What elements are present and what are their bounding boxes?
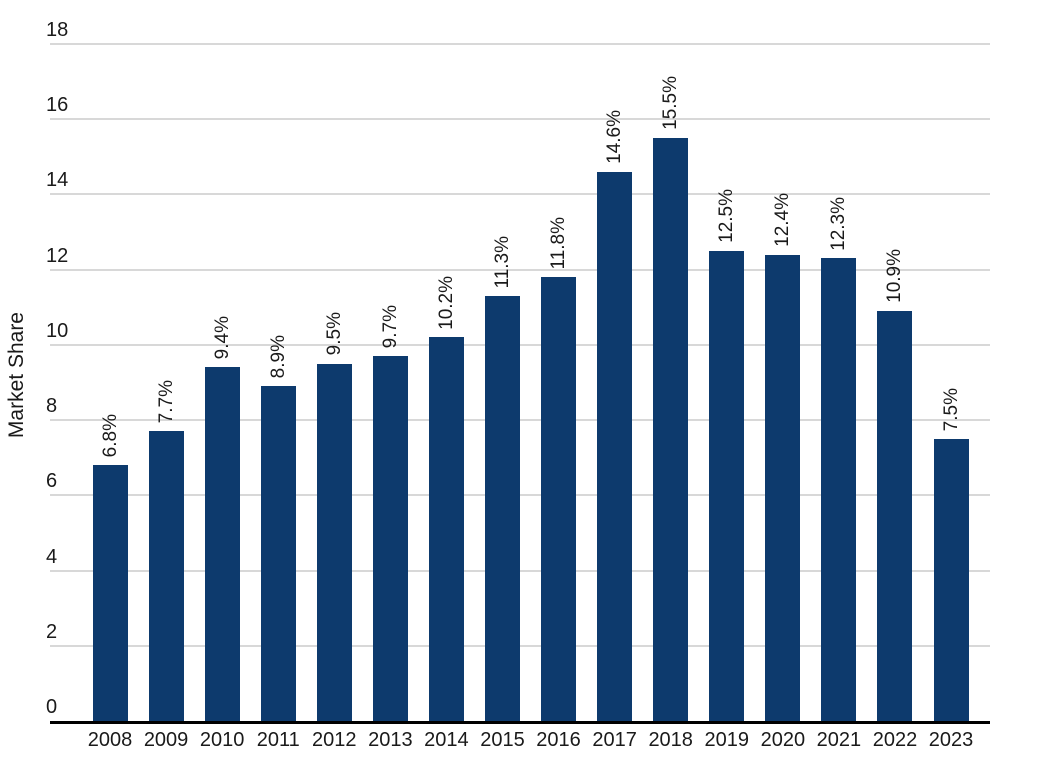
bar-value-label-2018: 15.5% — [660, 76, 682, 131]
bar-2017 — [597, 171, 633, 721]
x-tick-label-2019: 2019 — [704, 729, 750, 751]
bar-2010 — [204, 367, 240, 721]
bar-value-label-2012: 9.5% — [323, 312, 345, 356]
bar-value-label-2013: 9.7% — [379, 304, 401, 349]
bar-2019 — [709, 250, 745, 721]
gridline-y-10 — [50, 343, 990, 346]
x-tick-label-2012: 2012 — [312, 729, 357, 751]
bar-2015 — [484, 295, 520, 721]
bar-2008 — [92, 465, 128, 721]
bar-value-label-2021: 12.3% — [828, 196, 850, 251]
x-tick-label-2008: 2008 — [87, 729, 133, 751]
y-tick-label-2: 2 — [46, 620, 58, 643]
bar-value-label-2011: 8.9% — [267, 334, 289, 379]
bar-value-label-2023: 7.5% — [940, 387, 962, 431]
bar-2014 — [428, 337, 464, 721]
bar-2023 — [933, 438, 969, 721]
x-tick-label-2023: 2023 — [928, 729, 974, 751]
y-tick-label-14: 14 — [46, 169, 69, 192]
y-tick-label-6: 6 — [46, 470, 58, 493]
bar-2013 — [372, 356, 408, 721]
bar-value-label-2014: 10.2% — [435, 275, 457, 330]
x-tick-label-2021: 2021 — [816, 729, 862, 751]
bar-value-label-2022: 10.9% — [884, 249, 906, 304]
gridline-y-2 — [50, 644, 990, 647]
x-axis-line — [50, 721, 990, 724]
bar-value-label-2020: 12.4% — [772, 192, 794, 247]
x-tick-label-2015: 2015 — [480, 729, 525, 751]
bar-2021 — [821, 258, 857, 721]
x-tick-label-2013: 2013 — [368, 729, 413, 751]
y-tick-label-12: 12 — [46, 244, 69, 267]
bar-2012 — [316, 363, 352, 721]
bar-2022 — [877, 311, 913, 721]
bar-2016 — [541, 277, 577, 721]
bar-2009 — [148, 431, 184, 721]
x-tick-label-2020: 2020 — [760, 729, 806, 751]
y-tick-label-18: 18 — [46, 19, 69, 41]
gridline-y-18 — [50, 43, 990, 45]
x-tick-label-2022: 2022 — [872, 729, 918, 751]
x-tick-label-2010: 2010 — [199, 729, 245, 751]
gridline-y-8 — [50, 419, 990, 422]
bar-value-label-2017: 14.6% — [604, 110, 626, 164]
bar-2011 — [260, 386, 296, 721]
y-tick-label-8: 8 — [46, 395, 58, 418]
gridline-y-14 — [50, 193, 990, 196]
bar-2018 — [653, 138, 689, 721]
bar-value-label-2016: 11.8% — [548, 216, 570, 270]
y-axis-title: Market Share — [5, 312, 28, 439]
bar-value-label-2015: 11.3% — [491, 235, 513, 288]
gridline-y-6 — [50, 494, 990, 497]
y-tick-label-4: 4 — [46, 545, 58, 568]
y-tick-label-10: 10 — [46, 319, 69, 342]
bar-2020 — [765, 254, 801, 721]
bar-value-label-2010: 9.4% — [211, 316, 233, 360]
gridline-y-12 — [50, 268, 990, 271]
y-tick-label-0: 0 — [46, 696, 58, 718]
x-tick-label-2017: 2017 — [592, 729, 637, 751]
bar-value-label-2019: 12.5% — [716, 189, 738, 243]
x-tick-label-2016: 2016 — [536, 729, 581, 751]
bar-value-label-2009: 7.7% — [155, 380, 177, 424]
bar-value-label-2008: 6.8% — [99, 413, 121, 458]
x-tick-label-2018: 2018 — [648, 729, 693, 751]
gridline-y-4 — [50, 569, 990, 572]
gridline-y-16 — [50, 118, 990, 121]
y-tick-label-16: 16 — [46, 94, 69, 117]
x-tick-label-2009: 2009 — [143, 729, 189, 751]
x-tick-label-2011: 2011 — [256, 729, 300, 751]
x-tick-label-2014: 2014 — [424, 729, 469, 751]
